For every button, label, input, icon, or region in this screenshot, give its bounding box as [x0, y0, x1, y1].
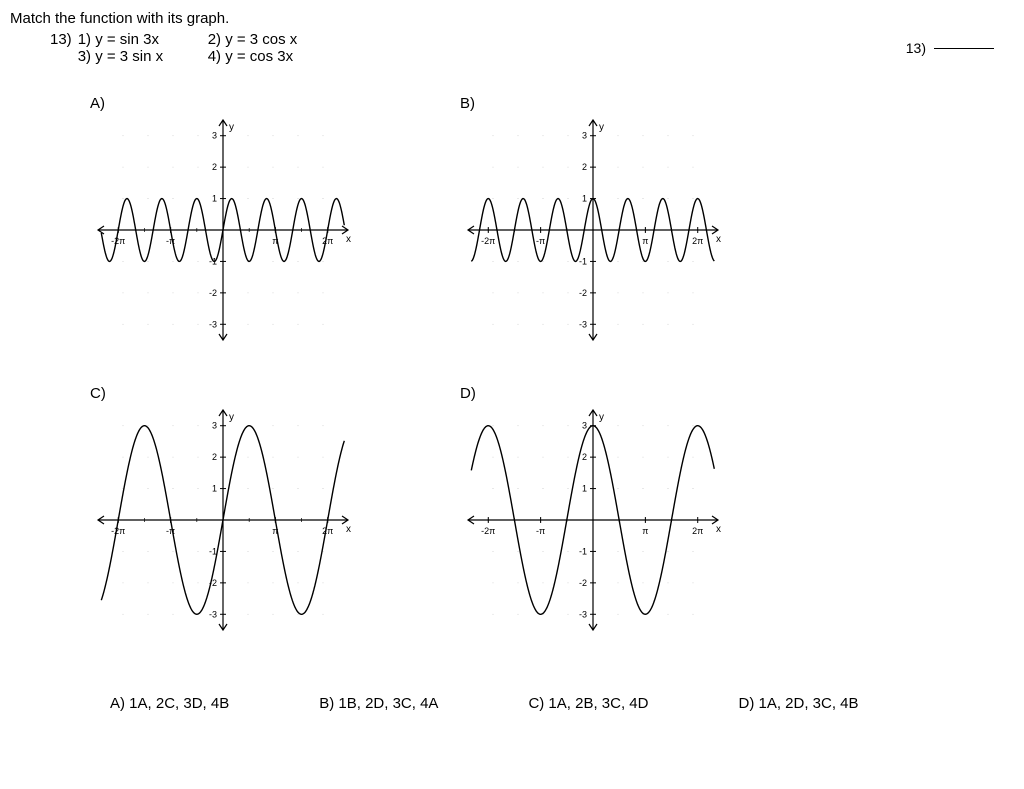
blank-line — [934, 48, 994, 49]
svg-text:-2π: -2π — [481, 526, 495, 536]
chart-c: -3-2-1123yx-2π-ππ2π — [80, 402, 366, 638]
svg-text:1: 1 — [582, 194, 587, 204]
problem-number-right: 13) — [906, 40, 926, 56]
choice-d: D) 1A, 2D, 3C, 4B — [738, 695, 858, 712]
svg-text:2π: 2π — [692, 236, 703, 246]
svg-text:π: π — [642, 236, 648, 246]
svg-text:x: x — [716, 234, 721, 245]
instruction-text: Match the function with its graph. — [10, 10, 1014, 27]
svg-text:y: y — [229, 122, 234, 133]
answer-blank: 13) — [906, 40, 994, 56]
choice-a: A) 1A, 2C, 3D, 4B — [110, 695, 229, 712]
svg-text:3: 3 — [212, 131, 217, 141]
graph-label-d: D) — [460, 385, 820, 402]
svg-text:y: y — [599, 122, 604, 133]
graph-label-a: A) — [90, 95, 450, 112]
svg-text:3: 3 — [582, 421, 587, 431]
svg-text:-1: -1 — [579, 546, 587, 556]
svg-text:2: 2 — [582, 162, 587, 172]
choice-c: C) 1A, 2B, 3C, 4D — [528, 695, 648, 712]
function-4: 4) y = cos 3x — [208, 48, 338, 65]
answer-choices: A) 1A, 2C, 3D, 4B B) 1B, 2D, 3C, 4A C) 1… — [110, 695, 1014, 712]
svg-text:-3: -3 — [209, 609, 217, 619]
graph-label-b: B) — [460, 95, 820, 112]
svg-text:3: 3 — [582, 131, 587, 141]
svg-text:1: 1 — [212, 194, 217, 204]
svg-text:-π: -π — [536, 236, 545, 246]
svg-text:x: x — [346, 524, 351, 535]
svg-text:1: 1 — [582, 484, 587, 494]
function-3: 3) y = 3 sin x — [78, 48, 208, 65]
svg-text:3: 3 — [212, 421, 217, 431]
svg-text:x: x — [716, 524, 721, 535]
svg-text:y: y — [599, 412, 604, 423]
graphs-grid: A) -3-2-1123yx-2π-ππ2π B) -3-2-1123yx-2π… — [80, 95, 1014, 675]
svg-text:-2: -2 — [579, 578, 587, 588]
svg-text:-1: -1 — [579, 256, 587, 266]
graph-cell-c: C) -3-2-1123yx-2π-ππ2π — [80, 385, 450, 675]
function-2: 2) y = 3 cos x — [208, 31, 338, 48]
graph-cell-d: D) -3 -2 -1 1 2 3 y x -2π -π π 2π — [450, 385, 820, 675]
svg-text:-1: -1 — [209, 546, 217, 556]
graph-label-c: C) — [90, 385, 450, 402]
svg-text:2: 2 — [212, 162, 217, 172]
svg-text:2π: 2π — [692, 526, 703, 536]
svg-text:-2π: -2π — [481, 236, 495, 246]
svg-text:-3: -3 — [579, 609, 587, 619]
svg-text:x: x — [346, 234, 351, 245]
chart-d: -3 -2 -1 1 2 3 y x -2π -π π 2π — [450, 402, 736, 638]
choice-b: B) 1B, 2D, 3C, 4A — [319, 695, 438, 712]
svg-text:2: 2 — [212, 452, 217, 462]
svg-text:2: 2 — [582, 452, 587, 462]
graph-cell-b: B) -3 -2 -1 1 2 3 y x -2π -π π 2π — [450, 95, 820, 385]
svg-text:y: y — [229, 412, 234, 423]
svg-text:-2: -2 — [579, 288, 587, 298]
function-list: 1) y = sin 3x 2) y = 3 cos x 3) y = 3 si… — [78, 31, 338, 65]
svg-text:-2: -2 — [209, 288, 217, 298]
graph-cell-a: A) -3-2-1123yx-2π-ππ2π — [80, 95, 450, 385]
chart-b: -3 -2 -1 1 2 3 y x -2π -π π 2π — [450, 112, 736, 348]
problem-header: 13) 1) y = sin 3x 2) y = 3 cos x 3) y = … — [10, 31, 1014, 65]
svg-text:π: π — [642, 526, 648, 536]
svg-text:2π: 2π — [322, 236, 333, 246]
svg-text:-π: -π — [536, 526, 545, 536]
function-1: 1) y = sin 3x — [78, 31, 208, 48]
svg-text:-2π: -2π — [111, 236, 125, 246]
svg-text:1: 1 — [212, 484, 217, 494]
problem-number-left: 13) — [50, 31, 72, 48]
svg-text:-3: -3 — [579, 319, 587, 329]
svg-text:2π: 2π — [322, 526, 333, 536]
svg-text:-2π: -2π — [111, 526, 125, 536]
svg-text:-3: -3 — [209, 319, 217, 329]
chart-a: -3-2-1123yx-2π-ππ2π — [80, 112, 366, 348]
